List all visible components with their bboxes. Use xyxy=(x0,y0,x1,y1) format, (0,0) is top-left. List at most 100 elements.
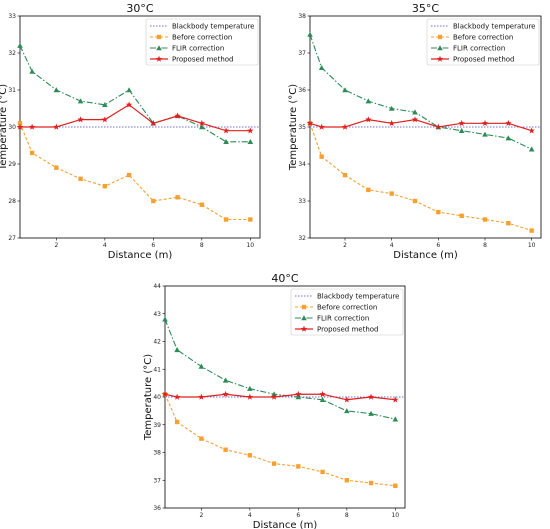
data-point xyxy=(505,119,512,127)
y-tick-label: 44 xyxy=(153,283,161,290)
data-point xyxy=(344,408,350,414)
x-tick-label: 6 xyxy=(436,242,440,249)
legend-box xyxy=(426,18,540,66)
y-tick-label: 42 xyxy=(153,339,161,346)
y-tick-label: 32 xyxy=(8,50,16,57)
legend-label-proposed-method: Proposed method xyxy=(172,56,234,64)
y-axis-label: Temperature (°C) xyxy=(143,354,154,441)
data-point xyxy=(411,116,419,123)
x-tick-label: 2 xyxy=(54,242,58,249)
x-axis-label: Distance (m) xyxy=(108,250,173,261)
data-point xyxy=(247,139,254,145)
legend-marker xyxy=(301,315,307,321)
data-point xyxy=(505,135,512,141)
data-point xyxy=(223,139,229,145)
legend-box xyxy=(145,18,259,66)
chart-title: 30°C xyxy=(126,2,153,15)
y-tick-label: 37 xyxy=(153,477,161,484)
data-point xyxy=(223,447,228,452)
x-axis-label: Distance (m) xyxy=(253,520,318,529)
data-point xyxy=(320,469,325,475)
y-tick-label: 34 xyxy=(298,161,306,168)
data-point xyxy=(222,390,229,397)
legend-label-flir-correction: FLIR correction xyxy=(172,45,224,53)
legend-label-blackbody-temperature: Blackbody temperature xyxy=(172,23,254,31)
data-point xyxy=(458,119,465,127)
data-point xyxy=(174,112,181,119)
y-tick-label: 36 xyxy=(153,505,161,512)
data-point xyxy=(458,127,465,133)
x-tick-label: 8 xyxy=(345,512,349,519)
y-tick-label: 43 xyxy=(153,311,161,318)
data-point xyxy=(318,65,325,71)
data-point xyxy=(295,390,302,397)
legend-label-flir-correction: FLIR correction xyxy=(453,45,505,53)
data-point xyxy=(306,119,314,127)
y-tick-label: 41 xyxy=(153,366,161,373)
data-point xyxy=(17,42,23,48)
legend-marker xyxy=(436,55,444,62)
y-tick-label: 27 xyxy=(8,235,16,242)
legend-label-before-correction: Before correction xyxy=(453,34,513,42)
data-point xyxy=(388,119,395,127)
data-point xyxy=(222,377,229,383)
data-point xyxy=(77,116,84,123)
x-tick-label: 4 xyxy=(103,242,107,249)
x-tick-label: 8 xyxy=(200,242,204,249)
data-point xyxy=(342,87,348,93)
data-point xyxy=(295,394,302,400)
data-point xyxy=(436,209,441,215)
data-point xyxy=(459,213,464,218)
legend-label-before-correction: Before correction xyxy=(172,34,232,42)
series-proposed-method xyxy=(16,101,254,134)
y-tick-label: 39 xyxy=(153,422,161,429)
legend-label-flir-correction: FLIR correction xyxy=(317,315,369,323)
data-point xyxy=(388,105,395,111)
x-tick-label: 6 xyxy=(151,242,155,249)
data-point xyxy=(528,146,535,152)
x-tick-label: 10 xyxy=(391,512,399,519)
chart-panel-0: 30°C 27 28 29 30 31 32 33 2 4 6 8 10 Distance (m) Temp… xyxy=(0,2,261,261)
legend-marker xyxy=(155,55,163,62)
data-point xyxy=(412,109,418,115)
data-point xyxy=(126,172,132,178)
data-point xyxy=(367,393,375,400)
legend-box xyxy=(290,288,404,336)
data-point xyxy=(307,31,313,37)
legend: Blackbody temperature Before correction FL… xyxy=(290,288,404,336)
data-point xyxy=(101,116,109,123)
data-point xyxy=(392,416,399,422)
data-point xyxy=(199,436,204,441)
data-point xyxy=(174,419,180,425)
y-tick-label: 35 xyxy=(298,124,306,131)
legend-label-proposed-method: Proposed method xyxy=(453,56,515,64)
x-tick-label: 6 xyxy=(296,512,300,519)
x-tick-label: 10 xyxy=(528,242,536,249)
legend-label-blackbody-temperature: Blackbody temperature xyxy=(453,23,535,31)
data-point xyxy=(365,116,372,123)
data-point xyxy=(126,87,132,93)
data-point xyxy=(53,123,60,130)
data-point xyxy=(198,363,205,369)
data-point xyxy=(29,150,35,156)
data-point xyxy=(319,396,326,403)
legend-label-proposed-method: Proposed method xyxy=(317,326,379,334)
legend-marker xyxy=(156,45,162,51)
data-point xyxy=(271,461,277,466)
legend-label-before-correction: Before correction xyxy=(317,304,377,312)
data-point xyxy=(481,119,489,127)
data-point xyxy=(529,228,534,233)
data-point xyxy=(247,453,253,458)
data-point xyxy=(318,123,325,130)
y-tick-label: 31 xyxy=(8,87,16,94)
chart-panel-1: 35°C 32 33 34 35 36 37 38 2 4 6 8 10 Distance (m) Temp… xyxy=(288,2,542,261)
series-line xyxy=(19,123,251,221)
x-tick-label: 8 xyxy=(483,242,487,249)
data-point xyxy=(365,98,372,104)
data-point xyxy=(198,119,206,127)
legend-marker xyxy=(437,45,443,51)
data-point xyxy=(175,195,180,200)
legend-marker xyxy=(301,304,307,310)
data-point xyxy=(319,154,324,159)
